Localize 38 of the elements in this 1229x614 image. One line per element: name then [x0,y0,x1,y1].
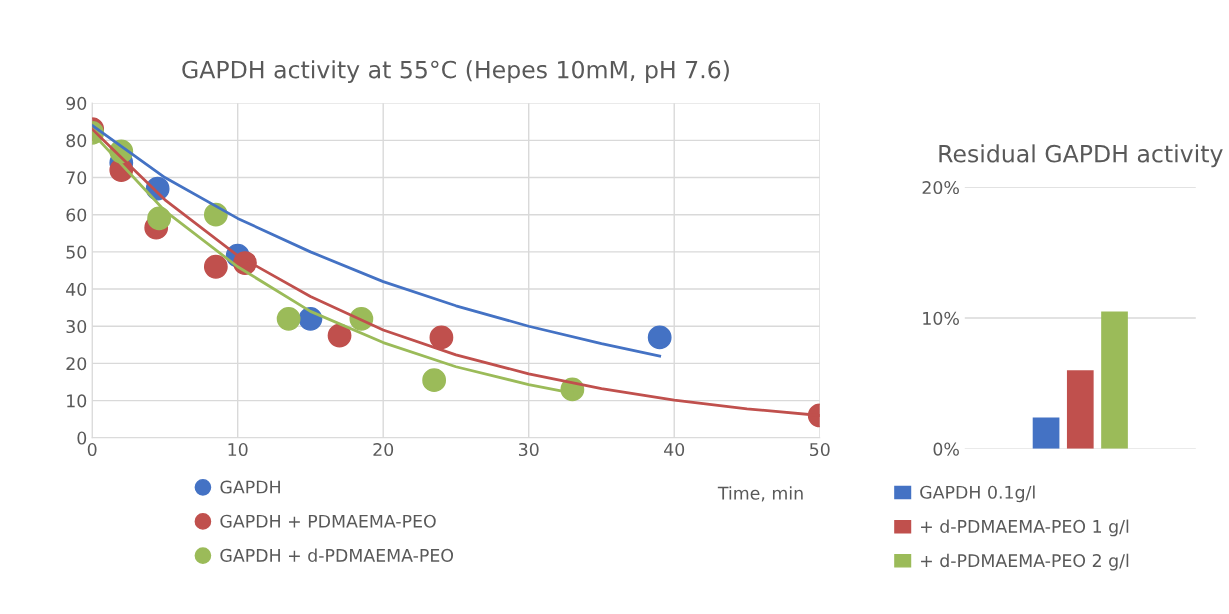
y-tick-label: 20% [922,180,959,195]
point [647,325,672,350]
bar [1101,311,1128,449]
y-tick-label: 40 [66,282,87,296]
y-tick-label: 0% [933,442,959,456]
legend-label: GAPDH + PDMAEMA-PEO [220,514,436,528]
legend-label: + d-PDMAEMA-PEO 2 g/l [921,553,1129,571]
x-tick-label: 50 [810,442,830,457]
y-tick-label: 90 [66,96,87,110]
y-tick-label: 30 [66,319,87,334]
point [203,254,228,279]
legend-label: GAPDH [220,480,280,494]
bar [1032,417,1060,449]
point [422,368,447,393]
x-tick-label: 0 [87,442,97,457]
legend-label: GAPDH 0.1g/l [920,485,1035,503]
point [327,323,352,348]
y-tick-label: 50 [66,245,87,259]
x-tick-label: 40 [664,442,685,457]
y-tick-label: 60 [66,208,87,222]
x-axis-title: Time, min [717,486,803,502]
x-tick-label: 30 [518,442,539,457]
point [147,206,172,231]
bar [1066,370,1094,449]
y-tick-label: 10% [923,311,959,325]
y-tick-label: 70 [66,171,87,185]
chart-title: Residual GAPDH activity [939,144,1223,168]
y-tick-label: 20 [66,357,87,371]
chart-title: GAPDH activity at 55°C (Hepes 10mM, pH 7.6) [182,60,729,84]
legend-label: GAPDH + d-PDMAEMA-PEO [220,548,454,562]
y-tick-label: 10 [67,394,87,408]
y-tick-label: 80 [66,134,87,148]
x-tick-label: 20 [373,442,394,457]
point [429,325,454,350]
legend-label: + d-PDMAEMA-PEO 1 g/l [921,519,1129,537]
x-tick-label: 10 [228,442,248,457]
point [276,306,301,331]
y-tick-label: 0 [77,431,87,445]
